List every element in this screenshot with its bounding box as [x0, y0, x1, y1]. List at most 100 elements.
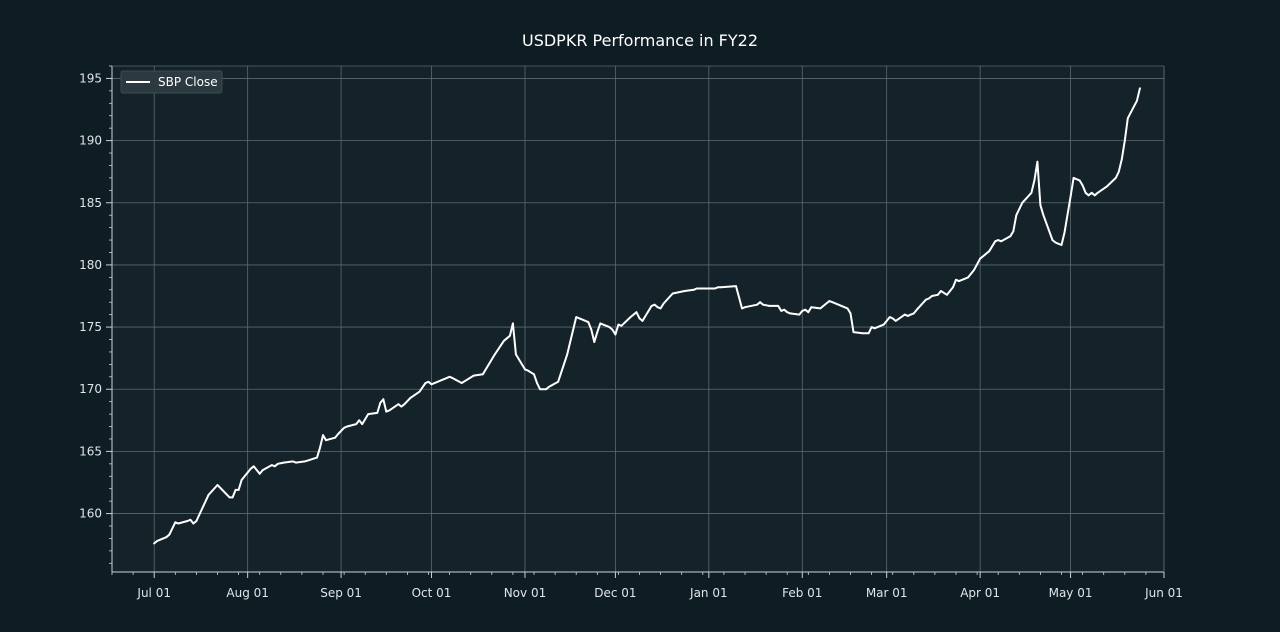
data-point — [617, 323, 620, 326]
data-point — [153, 542, 156, 545]
data-point — [1136, 99, 1138, 102]
data-point — [620, 324, 623, 327]
data-point — [952, 286, 954, 289]
data-point — [192, 522, 195, 525]
x-tick-label: Aug 01 — [226, 586, 269, 600]
data-point — [843, 306, 846, 309]
data-point — [973, 269, 975, 271]
data-point — [545, 388, 547, 391]
data-point — [493, 353, 496, 356]
data-point — [937, 293, 939, 296]
data-point — [385, 410, 388, 413]
data-point — [361, 423, 364, 425]
data-point — [903, 313, 906, 316]
data-point — [662, 302, 665, 305]
legend: SBP Close — [120, 70, 223, 94]
data-point — [695, 287, 698, 290]
data-point — [819, 307, 822, 310]
x-tick-label: Jan 01 — [689, 586, 728, 600]
y-tick-label: 160 — [79, 507, 102, 521]
data-point — [611, 328, 614, 331]
data-point — [1081, 184, 1084, 187]
data-point — [1123, 139, 1126, 142]
data-point — [650, 305, 653, 307]
data-point — [466, 378, 469, 381]
data-point — [1039, 204, 1042, 207]
x-tick-label: Sep 01 — [320, 586, 362, 600]
data-point — [515, 353, 517, 356]
data-point — [512, 322, 514, 325]
data-point — [931, 295, 933, 297]
data-point — [735, 285, 737, 287]
data-point — [717, 286, 719, 289]
data-point — [867, 332, 870, 335]
data-point — [958, 280, 960, 282]
data-point — [1069, 195, 1072, 198]
data-point — [656, 306, 659, 309]
data-point — [994, 240, 997, 243]
data-point — [509, 334, 511, 337]
data-point — [768, 305, 770, 307]
x-tick-label: Mar 01 — [866, 586, 908, 600]
data-point — [367, 413, 370, 415]
data-point — [744, 306, 746, 309]
x-tick-label: Apr 01 — [960, 586, 1000, 600]
data-point — [741, 307, 743, 310]
data-point — [759, 301, 761, 304]
data-point — [1015, 214, 1018, 217]
data-point — [481, 373, 484, 376]
data-point — [789, 312, 792, 315]
data-point — [828, 300, 831, 302]
y-tick-label: 165 — [79, 444, 102, 458]
data-point — [629, 316, 632, 318]
data-point — [409, 397, 412, 399]
data-point — [1012, 230, 1015, 233]
data-point — [1078, 179, 1081, 182]
data-point — [1057, 242, 1060, 245]
data-point — [382, 398, 385, 401]
data-point — [762, 303, 764, 306]
data-point — [807, 311, 810, 314]
data-point — [418, 390, 421, 393]
data-point — [566, 353, 569, 356]
y-tick-label: 180 — [79, 258, 102, 272]
data-point — [168, 533, 171, 536]
legend-box — [120, 70, 223, 94]
data-point — [692, 288, 695, 291]
data-point — [608, 326, 611, 328]
data-point — [720, 286, 722, 289]
data-point — [885, 320, 888, 322]
data-point — [587, 321, 590, 323]
data-point — [355, 423, 358, 425]
x-tick-label: Dec 01 — [594, 586, 636, 600]
data-point — [1114, 177, 1117, 179]
data-point — [376, 412, 379, 414]
x-tick-label: Feb 01 — [782, 586, 822, 600]
data-point — [955, 278, 957, 281]
data-point — [967, 276, 969, 279]
x-tick-label: May 01 — [1049, 586, 1093, 600]
data-point — [506, 337, 508, 340]
data-point — [683, 290, 686, 292]
data-point — [991, 245, 994, 248]
x-tick-label: Nov 01 — [504, 586, 547, 600]
data-point — [596, 331, 599, 333]
data-point — [1000, 240, 1003, 243]
data-point — [186, 520, 189, 522]
data-point — [756, 303, 758, 306]
data-point — [593, 341, 596, 343]
data-point — [777, 305, 780, 307]
data-point — [282, 461, 285, 464]
data-point — [252, 465, 255, 468]
data-point — [925, 298, 927, 301]
data-point — [714, 287, 716, 290]
data-point — [979, 257, 981, 260]
data-point — [451, 377, 454, 379]
data-point — [557, 380, 559, 383]
data-point — [906, 315, 909, 317]
data-point — [174, 521, 177, 524]
data-point — [786, 311, 789, 314]
data-point — [1084, 191, 1087, 194]
legend-label: SBP Close — [158, 75, 218, 89]
